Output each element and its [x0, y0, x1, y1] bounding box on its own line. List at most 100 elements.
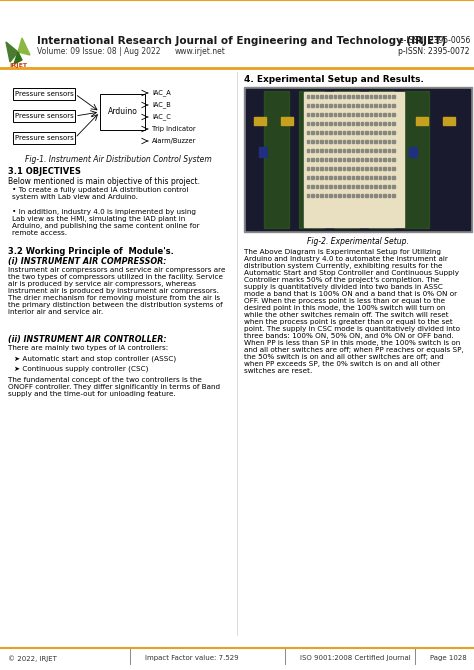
Bar: [383, 176, 386, 179]
Text: • In addition, industry 4.0 is implemented by using
Lab view as the HMI, simulat: • In addition, industry 4.0 is implement…: [12, 209, 200, 236]
Text: www.irjet.net: www.irjet.net: [174, 47, 226, 56]
Bar: [392, 149, 395, 152]
Bar: [379, 113, 382, 116]
Bar: [316, 113, 319, 116]
Bar: [334, 140, 337, 143]
Bar: [352, 122, 355, 125]
Text: © 2022, IRJET: © 2022, IRJET: [8, 655, 57, 662]
Bar: [329, 158, 332, 161]
Text: There are mainly two types of IA controllers:: There are mainly two types of IA control…: [8, 345, 168, 351]
Bar: [388, 167, 391, 170]
Bar: [309, 147, 317, 157]
Bar: [0, 0, 474, 68]
Bar: [311, 194, 314, 197]
Bar: [383, 158, 386, 161]
Bar: [334, 131, 337, 134]
Polygon shape: [14, 52, 22, 64]
Bar: [383, 95, 386, 98]
Bar: [347, 185, 350, 188]
Bar: [365, 113, 368, 116]
Text: Instrument air compressors and service air compressors are
the two types of comp: Instrument air compressors and service a…: [8, 267, 226, 315]
Bar: [370, 140, 373, 143]
Bar: [307, 140, 310, 143]
Bar: [334, 149, 337, 152]
Bar: [316, 167, 319, 170]
Bar: [379, 185, 382, 188]
Bar: [365, 104, 368, 107]
Bar: [352, 185, 355, 188]
Bar: [361, 176, 364, 179]
Bar: [347, 113, 350, 116]
Bar: [338, 131, 341, 134]
Bar: [338, 158, 341, 161]
Polygon shape: [6, 42, 18, 62]
Bar: [338, 149, 341, 152]
Bar: [356, 95, 359, 98]
Bar: [369, 91, 394, 228]
Bar: [370, 122, 373, 125]
Bar: [361, 149, 364, 152]
Bar: [361, 158, 364, 161]
Bar: [311, 185, 314, 188]
Bar: [359, 147, 367, 157]
Bar: [389, 117, 401, 125]
Bar: [254, 117, 266, 125]
Bar: [320, 104, 323, 107]
Bar: [311, 131, 314, 134]
Bar: [352, 194, 355, 197]
Bar: [374, 104, 377, 107]
Bar: [365, 185, 368, 188]
Text: p-ISSN: 2395-0072: p-ISSN: 2395-0072: [399, 47, 470, 56]
Bar: [338, 113, 341, 116]
Bar: [374, 95, 377, 98]
Bar: [307, 149, 310, 152]
Bar: [320, 185, 323, 188]
Bar: [392, 176, 395, 179]
Bar: [307, 176, 310, 179]
Bar: [329, 131, 332, 134]
Bar: [356, 167, 359, 170]
Bar: [316, 131, 319, 134]
Bar: [356, 158, 359, 161]
Bar: [307, 185, 310, 188]
Bar: [320, 149, 323, 152]
Bar: [392, 185, 395, 188]
Bar: [307, 104, 310, 107]
Text: IAC_C: IAC_C: [152, 114, 171, 121]
Bar: [409, 147, 417, 157]
Bar: [352, 113, 355, 116]
Bar: [100, 94, 145, 130]
Polygon shape: [18, 38, 30, 55]
Bar: [307, 158, 310, 161]
Bar: [388, 122, 391, 125]
Bar: [392, 167, 395, 170]
Bar: [374, 140, 377, 143]
Bar: [361, 131, 364, 134]
Bar: [334, 167, 337, 170]
Bar: [356, 140, 359, 143]
Text: IRJET: IRJET: [9, 63, 27, 68]
Bar: [392, 95, 395, 98]
Bar: [383, 113, 386, 116]
Bar: [392, 122, 395, 125]
Text: Fig-2. Experimental Setup.: Fig-2. Experimental Setup.: [307, 237, 409, 246]
Bar: [379, 140, 382, 143]
Bar: [316, 95, 319, 98]
Bar: [307, 113, 310, 116]
Bar: [388, 176, 391, 179]
Bar: [338, 122, 341, 125]
Bar: [370, 167, 373, 170]
Bar: [370, 194, 373, 197]
Bar: [365, 122, 368, 125]
Bar: [352, 167, 355, 170]
Bar: [388, 158, 391, 161]
Bar: [388, 95, 391, 98]
Bar: [307, 122, 310, 125]
Bar: [352, 140, 355, 143]
Bar: [388, 149, 391, 152]
Bar: [325, 158, 328, 161]
Bar: [356, 194, 359, 197]
Bar: [361, 95, 364, 98]
Bar: [316, 176, 319, 179]
Bar: [343, 185, 346, 188]
